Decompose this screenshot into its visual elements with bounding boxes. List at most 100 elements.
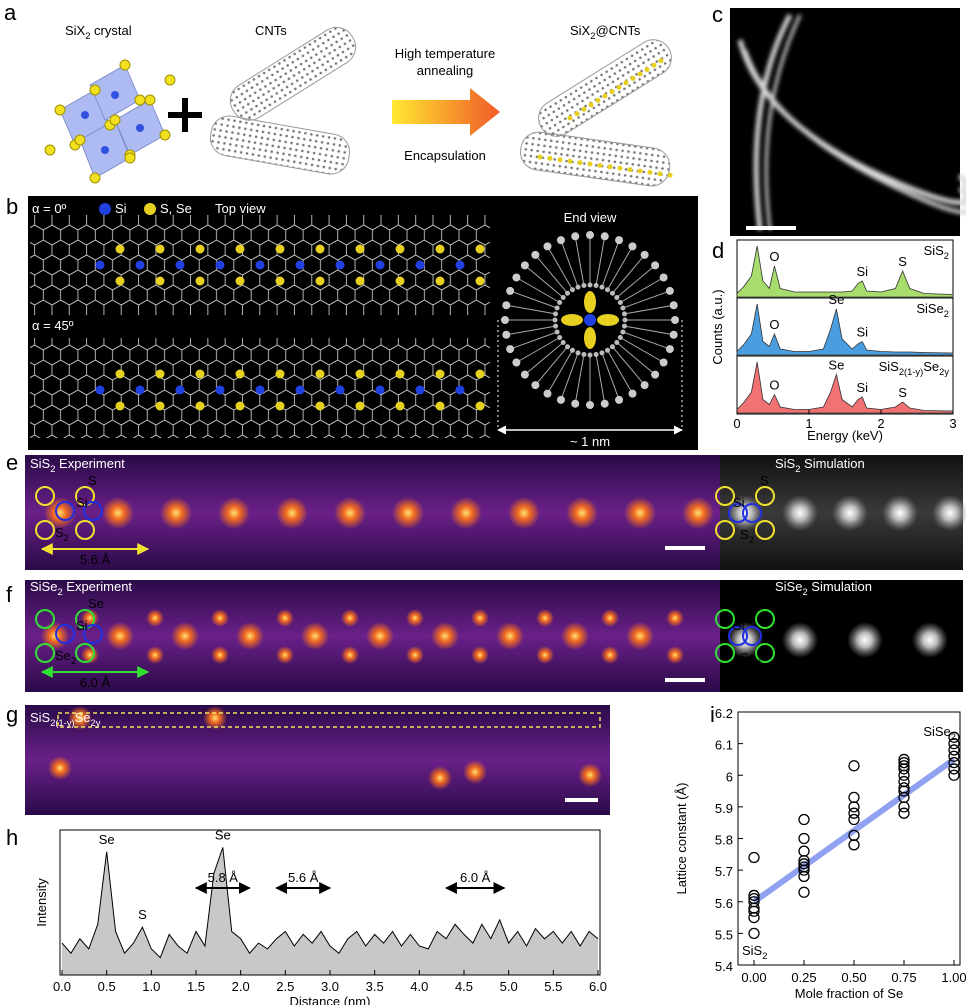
s-atom	[90, 85, 100, 95]
carbon-atom	[544, 390, 552, 398]
x-axis-title: Energy (keV)	[807, 428, 883, 443]
si-atom	[376, 386, 385, 395]
se-atom	[476, 277, 485, 286]
atom-column	[578, 763, 602, 787]
se-lobe	[597, 314, 619, 326]
si-atom	[416, 386, 425, 395]
subscript: 2	[944, 251, 949, 261]
se-atom	[436, 277, 445, 286]
carbon-atom	[620, 306, 625, 311]
atom-column	[218, 497, 250, 529]
atom-column	[536, 609, 554, 627]
legend-label: S, Se	[160, 201, 192, 216]
s-atom	[75, 135, 85, 145]
atom-column	[624, 497, 656, 529]
text-part: SiS	[742, 943, 763, 958]
process-label: annealing	[417, 63, 473, 78]
s-atom	[548, 156, 553, 161]
text-part: SiS	[879, 359, 900, 374]
x-tick-label: 3.0	[321, 979, 339, 994]
text-part: S	[740, 527, 749, 542]
atom-column	[48, 756, 72, 780]
se-atom	[396, 370, 405, 379]
carbon-atom	[623, 318, 628, 323]
carbon-atom	[641, 381, 649, 389]
s-atom	[160, 130, 170, 140]
carbon-atom	[565, 291, 570, 296]
peak-label: O	[769, 317, 779, 332]
se-atom	[436, 370, 445, 379]
se-atom	[356, 402, 365, 411]
x-tick-label: 5.0	[500, 979, 518, 994]
text-part: Experiment	[55, 456, 125, 471]
se-atom	[156, 245, 165, 254]
carbon-atom	[571, 232, 579, 240]
carbon-atom	[557, 300, 562, 305]
x-tick-label: 0.0	[53, 979, 71, 994]
se-atom	[396, 402, 405, 411]
panel-label: e	[6, 450, 18, 475]
s-atom	[638, 169, 643, 174]
carbon-atom	[553, 311, 558, 316]
carbon-atom	[618, 300, 623, 305]
si-atom	[456, 386, 465, 395]
carbon-atom	[601, 400, 609, 408]
carbon-atom	[521, 261, 529, 269]
x-tick-label: 0.00	[741, 970, 766, 985]
x-axis-title: Mole fraction of Se	[795, 986, 903, 1001]
carbon-atom	[581, 352, 586, 357]
se-atom	[356, 277, 365, 286]
x-tick-label: 6.0	[589, 979, 607, 994]
carbon-atom	[618, 335, 623, 340]
y-tick-label: 6.1	[715, 738, 733, 753]
si-atom	[136, 261, 145, 270]
figure: abcdefghiSiX2 crystalCNTsSiX2@CNTsHigh t…	[0, 0, 966, 1005]
x-tick-label: 4.0	[410, 979, 428, 994]
y-tick-label: 5.6	[715, 896, 733, 911]
atom-column	[666, 609, 684, 627]
atom-column	[211, 609, 229, 627]
data-point	[949, 770, 959, 780]
carbon-atom	[629, 390, 637, 398]
y-axis-title: Counts (a.u.)	[710, 289, 725, 364]
carbon-atom	[651, 371, 659, 379]
s-atom	[538, 155, 543, 160]
se-atom	[156, 402, 165, 411]
atom-column	[406, 646, 424, 664]
se-atom	[116, 370, 125, 379]
atom-column	[496, 622, 524, 650]
text-part: SiX	[570, 23, 591, 38]
panel-label: d	[712, 238, 724, 263]
se-atom	[476, 370, 485, 379]
text-part: @CNTs	[595, 23, 640, 38]
panel-label: f	[6, 582, 13, 607]
s-atom	[617, 85, 622, 90]
carbon-atom	[506, 287, 514, 295]
s-atom	[668, 173, 673, 178]
text-part: Se	[923, 359, 939, 374]
atom-label: Si	[76, 495, 88, 510]
se-atom	[196, 245, 205, 254]
se-atom	[156, 370, 165, 379]
atom-label: Si	[76, 618, 88, 633]
carbon-atom	[615, 396, 623, 404]
se-atom	[436, 402, 445, 411]
carbon-atom	[576, 350, 581, 355]
se-atom	[236, 370, 245, 379]
se-atom	[476, 245, 485, 254]
panel-label: h	[6, 825, 18, 850]
plus-sign	[168, 98, 202, 132]
s-atom	[652, 63, 657, 68]
atom-column	[41, 622, 69, 650]
se-atom	[236, 277, 245, 286]
se-atom	[316, 245, 325, 254]
span-label: 5.8 Å	[208, 870, 239, 885]
cnt-label: CNTs	[255, 23, 287, 38]
carbon-atom	[610, 344, 615, 349]
span-label: 5.6 Å	[288, 870, 319, 885]
atom-column	[334, 497, 366, 529]
data-point	[849, 792, 859, 802]
subscript: 2(1-y)	[899, 367, 923, 377]
endpoint-label: SiS2	[742, 943, 767, 961]
atom-column	[276, 609, 294, 627]
